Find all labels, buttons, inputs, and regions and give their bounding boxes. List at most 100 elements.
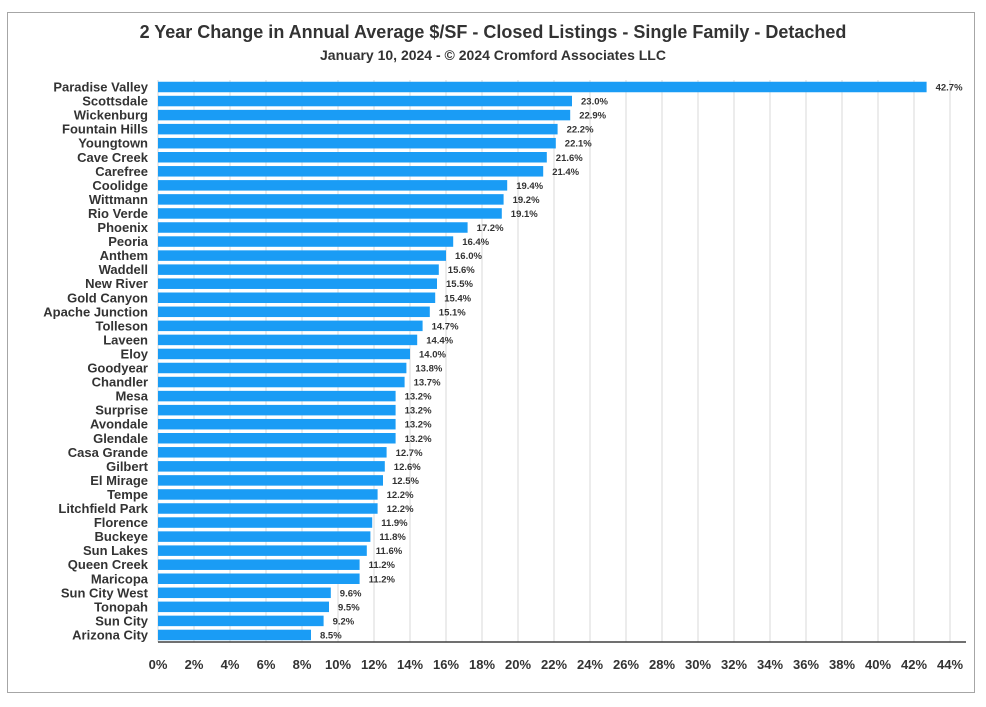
bar [158,306,430,318]
gridlines [157,80,951,642]
bar [158,615,324,627]
bar [158,517,373,528]
category-label: Sun City [95,613,148,628]
x-tick-label: 24% [577,657,603,672]
data-label: 15.4% [444,293,471,304]
data-label: 22.1% [565,139,592,150]
bar [158,601,329,613]
category-label: Wickenburg [74,108,148,123]
bar [158,587,331,599]
category-label: Phoenix [97,220,148,235]
category-label: Apache Junction [43,304,148,319]
chart-subtitle: January 10, 2024 - © 2024 Cromford Assoc… [320,47,666,63]
bars [158,81,927,641]
bar [158,503,378,514]
category-label: Carefree [95,164,148,179]
category-label: Avondale [90,417,148,432]
data-label: 12.2% [387,504,414,515]
x-tick-label: 32% [721,657,747,672]
category-label: Mesa [115,389,148,404]
bar [158,222,468,233]
bar [158,320,423,332]
category-label: Laveen [103,332,148,347]
bar [158,95,572,107]
bar [158,137,556,149]
category-label: Gold Canyon [67,290,148,305]
bar [158,236,454,247]
bar [158,208,502,219]
bar [158,166,544,177]
category-label: Litchfield Park [58,501,148,516]
data-label: 14.4% [426,335,453,346]
x-tick-label: 44% [937,657,963,672]
data-label: 14.0% [419,349,446,360]
bar [158,461,385,472]
data-label: 16.4% [462,237,489,248]
category-label: Scottsdale [82,94,148,109]
category-label: Buckeye [95,529,148,544]
data-label: 21.4% [552,167,579,178]
category-label: Tempe [107,487,148,502]
bar [158,489,378,500]
x-tick-label: 8% [293,657,312,672]
bar [158,573,360,584]
bar [158,278,437,289]
category-label: Rio Verde [88,206,148,221]
data-label: 12.7% [396,448,423,459]
category-label: Arizona City [72,627,149,642]
x-tick-label: 12% [361,657,387,672]
category-label: Goodyear [87,361,148,376]
data-label: 17.2% [477,223,504,234]
bar [158,334,418,346]
bar [158,123,558,135]
category-label: Gilbert [106,459,149,474]
category-label: Fountain Hills [62,122,148,137]
bar [158,180,508,191]
x-tick-label: 26% [613,657,639,672]
x-tick-label: 0% [149,657,168,672]
x-tick-label: 30% [685,657,711,672]
bar [158,264,439,275]
category-label: Surprise [95,403,148,418]
x-tick-label: 14% [397,657,423,672]
data-label: 22.9% [579,111,606,122]
category-label: Youngtown [78,136,148,151]
bar [158,194,504,205]
bar [158,545,367,556]
data-label: 15.5% [446,279,473,290]
bar [158,292,436,303]
category-label: Paradise Valley [53,80,148,95]
bar [158,433,396,444]
x-tick-label: 36% [793,657,819,672]
bar [158,390,396,402]
x-tick-label: 34% [757,657,783,672]
bar [158,250,446,261]
data-label: 19.2% [513,195,540,206]
data-label: 12.6% [394,462,421,473]
data-label: 16.0% [455,251,482,262]
data-label: 42.7% [936,83,963,94]
x-tick-label: 6% [257,657,276,672]
chart-title: 2 Year Change in Annual Average $/SF - C… [139,22,847,42]
bar [158,475,383,486]
x-tick-label: 10% [325,657,351,672]
data-label: 15.1% [439,307,466,318]
category-label: Glendale [93,431,148,446]
data-label: 19.1% [511,209,538,220]
x-tick-label: 42% [901,657,927,672]
data-label: 14.7% [432,321,459,332]
data-label: 13.2% [405,392,432,403]
data-label: 13.2% [405,434,432,445]
data-label: 22.2% [567,125,594,136]
category-label: Maricopa [91,571,149,586]
data-label: 11.8% [379,532,406,543]
bar [158,109,571,121]
category-label: Peoria [108,234,149,249]
category-label: El Mirage [90,473,148,488]
data-label: 11.9% [381,518,408,529]
bar [158,152,547,163]
data-label: 9.6% [340,588,362,599]
category-label: Tolleson [96,318,149,333]
x-tick-label: 16% [433,657,459,672]
category-label: Coolidge [92,178,148,193]
